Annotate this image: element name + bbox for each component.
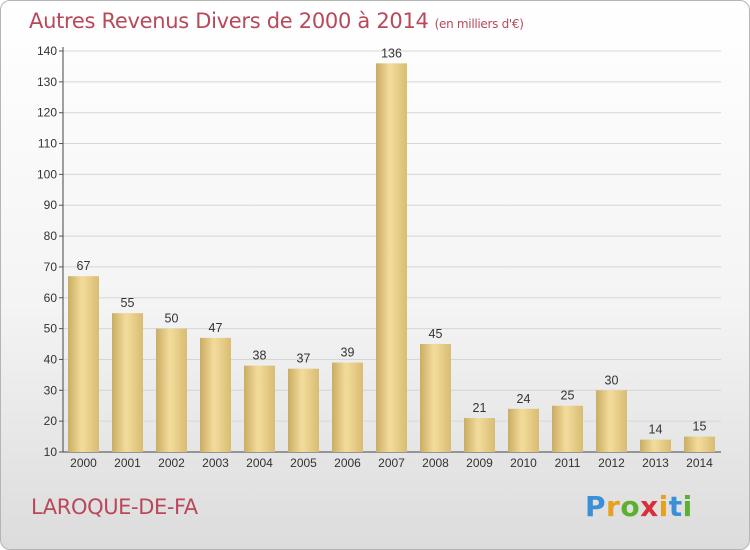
x-tick-label: 2004 — [246, 456, 273, 470]
bar-2011 — [552, 405, 583, 452]
bar-2000 — [68, 276, 99, 452]
axes: 10 20 30 40 50 60 70 80 90 100 110 120 130 140 2000 200… — [37, 44, 721, 470]
y-tick-label: 60 — [44, 291, 58, 305]
x-tick-label: 2013 — [642, 456, 669, 470]
bar-value-label: 37 — [297, 352, 311, 366]
bar-2013 — [640, 439, 671, 452]
x-tick-label: 2007 — [378, 456, 405, 470]
bar-value-label: 67 — [77, 259, 91, 273]
x-tick-label: 2001 — [114, 456, 141, 470]
x-tick-label: 2006 — [334, 456, 361, 470]
bar-2001 — [112, 313, 143, 452]
proxiti-logo[interactable]: Proxiti — [585, 490, 693, 523]
bar-2009 — [464, 418, 495, 452]
bar-2004 — [244, 365, 275, 452]
bar-value-label: 30 — [605, 373, 619, 387]
logo-letter: x — [640, 490, 659, 523]
x-tick-label: 2012 — [598, 456, 625, 470]
x-tick-label: 2010 — [510, 456, 537, 470]
x-tick-label: 2009 — [466, 456, 493, 470]
bar-2003 — [200, 337, 231, 452]
logo-letter: o — [620, 490, 641, 523]
x-tick-label: 2002 — [158, 456, 185, 470]
y-tick-label: 100 — [37, 167, 57, 181]
bar-value-label: 45 — [429, 327, 443, 341]
bar-value-label: 55 — [121, 296, 135, 310]
bar-value-label: 14 — [649, 423, 663, 437]
logo-letter: i — [682, 490, 693, 523]
place-name: LAROQUE-DE-FA — [31, 495, 198, 519]
logo-letter: r — [606, 490, 621, 523]
data-labels: 67 55 50 47 38 37 39 136 45 21 24 25 30 14 15 — [77, 46, 707, 436]
logo-letter: i — [658, 490, 669, 523]
y-tick-label: 130 — [37, 75, 57, 89]
bar-value-label: 39 — [341, 346, 355, 360]
y-tick-label: 120 — [37, 106, 57, 120]
bar-value-label: 47 — [209, 321, 223, 335]
bar-value-label: 38 — [253, 349, 267, 363]
bar-2002 — [156, 328, 187, 452]
y-tick-label: 30 — [44, 383, 58, 397]
logo-letter: P — [585, 490, 607, 523]
x-tick-label: 2014 — [686, 456, 713, 470]
chart-title-text: Autres Revenus Divers de 2000 à 2014 — [29, 9, 429, 33]
chart-title: Autres Revenus Divers de 2000 à 2014 (en … — [29, 9, 524, 33]
y-tick-label: 80 — [44, 229, 58, 243]
bar-2006 — [332, 362, 363, 452]
bar-2008 — [420, 344, 451, 452]
bar-2007 — [376, 63, 407, 452]
bar-value-label: 24 — [517, 392, 531, 406]
logo-letter: t — [668, 490, 683, 523]
bar-2005 — [288, 368, 319, 452]
y-tick-label: 10 — [44, 445, 58, 459]
chart-subtitle: (en milliers d'€) — [434, 17, 524, 31]
y-tick-label: 20 — [44, 414, 58, 428]
bar-2010 — [508, 408, 539, 452]
bar-value-label: 50 — [165, 312, 179, 326]
x-tick-label: 2003 — [202, 456, 229, 470]
y-tick-label: 40 — [44, 352, 58, 366]
x-tick-label: 2000 — [70, 456, 97, 470]
bar-value-label: 136 — [381, 46, 402, 60]
y-tick-label: 90 — [44, 198, 58, 212]
bar-2014 — [684, 436, 715, 452]
x-tick-label: 2011 — [555, 456, 581, 470]
y-tick-label: 140 — [37, 44, 57, 58]
y-tick-label: 50 — [44, 322, 58, 336]
y-tick-label: 110 — [38, 137, 57, 151]
bar-2012 — [596, 390, 627, 452]
x-tick-label: 2005 — [290, 456, 317, 470]
x-tick-label: 2008 — [422, 456, 449, 470]
bars — [68, 63, 715, 452]
y-tick-label: 70 — [44, 260, 58, 274]
bar-value-label: 21 — [473, 401, 487, 415]
bar-value-label: 25 — [561, 389, 575, 403]
bar-value-label: 15 — [693, 420, 707, 434]
